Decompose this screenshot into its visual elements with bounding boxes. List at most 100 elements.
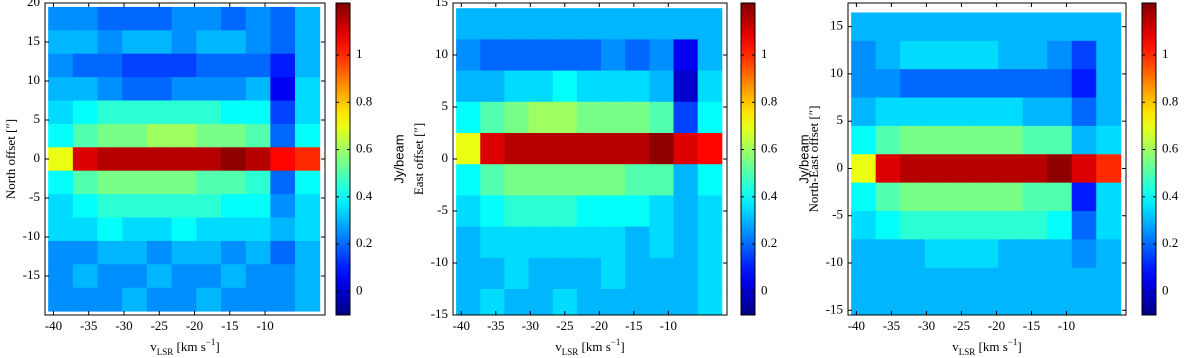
x-tick-label: -15 bbox=[625, 318, 642, 333]
heat-cell bbox=[220, 170, 247, 195]
heat-cell bbox=[480, 39, 505, 72]
heat-cell bbox=[270, 100, 296, 125]
heat-cell bbox=[875, 154, 901, 184]
heat-cell bbox=[900, 12, 926, 42]
heat-cell bbox=[576, 164, 602, 196]
heat-cell bbox=[48, 170, 74, 195]
heat-cell bbox=[900, 125, 926, 155]
x-tick-label: -35 bbox=[883, 318, 900, 333]
heat-cell bbox=[146, 77, 173, 101]
heat-cell bbox=[48, 264, 74, 289]
heat-cell bbox=[220, 217, 247, 242]
heat-cell bbox=[900, 154, 926, 184]
heat-cell bbox=[998, 296, 1024, 315]
heat-cell bbox=[1096, 154, 1122, 184]
x-tick-label: -40 bbox=[848, 318, 865, 333]
colorbar-tick-label: 0.2 bbox=[1162, 235, 1178, 250]
heat-cell bbox=[875, 267, 901, 297]
heat-cell bbox=[295, 170, 321, 195]
heat-cell bbox=[196, 170, 222, 195]
heat-cell bbox=[72, 287, 99, 312]
heat-cell bbox=[1096, 296, 1122, 315]
heat-cell bbox=[1022, 97, 1048, 127]
heat-cell bbox=[171, 264, 197, 289]
heat-cell bbox=[973, 267, 999, 297]
heat-cell bbox=[504, 39, 530, 72]
heat-cell bbox=[601, 8, 626, 40]
heat-cell bbox=[97, 30, 123, 55]
heat-cell bbox=[196, 53, 222, 78]
heat-cell bbox=[146, 194, 173, 218]
heat-cell bbox=[146, 264, 173, 289]
heat-cell bbox=[72, 100, 99, 125]
heat-cell bbox=[998, 267, 1024, 297]
heat-cell bbox=[625, 133, 650, 165]
heat-cell bbox=[456, 164, 481, 196]
heat-cell bbox=[146, 240, 173, 265]
heat-cell bbox=[97, 217, 123, 242]
x-tick-label: -10 bbox=[1058, 318, 1075, 333]
colorbar-tick-label: 0.4 bbox=[356, 188, 373, 203]
heat-cell bbox=[97, 123, 123, 148]
heat-cell bbox=[649, 226, 675, 259]
x-tick-label: -20 bbox=[988, 318, 1005, 333]
heat-cell bbox=[924, 182, 950, 212]
heatmap bbox=[453, 3, 727, 315]
heat-cell bbox=[72, 217, 99, 242]
y-tick-label: 5 bbox=[837, 112, 844, 127]
heat-cell bbox=[245, 147, 271, 172]
heat-cell bbox=[998, 182, 1024, 212]
heat-cell bbox=[196, 264, 222, 289]
x-tick-label: -20 bbox=[186, 318, 203, 333]
heat-cell bbox=[576, 133, 602, 165]
heat-cell bbox=[270, 30, 296, 55]
heat-cell bbox=[673, 133, 699, 165]
heat-cell bbox=[1022, 267, 1048, 297]
heat-cell bbox=[171, 100, 197, 125]
x-tick-label: -35 bbox=[80, 318, 97, 333]
heat-cell bbox=[1022, 12, 1048, 42]
colorbar-tick-label: 0.6 bbox=[761, 141, 778, 156]
heat-cell bbox=[171, 53, 197, 78]
heat-cell bbox=[72, 53, 99, 78]
heat-cell bbox=[1047, 154, 1073, 184]
heat-cell bbox=[220, 123, 247, 148]
heat-cell bbox=[900, 239, 926, 269]
heat-cell bbox=[851, 182, 877, 212]
colorbar-tick-label: 0.8 bbox=[1162, 93, 1178, 108]
heat-cell bbox=[456, 226, 481, 259]
heat-cell bbox=[270, 264, 296, 289]
heat-cell bbox=[900, 97, 926, 127]
heat-cell bbox=[949, 296, 975, 315]
heat-cell bbox=[625, 289, 650, 315]
heat-cell bbox=[122, 194, 148, 218]
heat-cell bbox=[1071, 69, 1097, 99]
colorbar-label: Jy/beam bbox=[1197, 134, 1200, 183]
heat-cell bbox=[697, 39, 723, 72]
x-tick-label: -25 bbox=[953, 318, 970, 333]
heat-cell bbox=[924, 239, 950, 269]
heat-cell bbox=[576, 257, 602, 290]
heat-cell bbox=[528, 70, 554, 103]
heat-cell bbox=[504, 70, 530, 103]
heat-cell bbox=[97, 264, 123, 289]
heat-cell bbox=[1047, 69, 1073, 99]
heat-cell bbox=[673, 257, 699, 290]
heat-cell bbox=[220, 194, 247, 218]
heat-cell bbox=[649, 164, 675, 196]
colorbar-tick-label: 0 bbox=[1162, 282, 1169, 297]
heat-cell bbox=[528, 164, 554, 196]
heat-cell bbox=[1047, 12, 1073, 42]
heat-cell bbox=[48, 217, 74, 242]
heat-cell bbox=[673, 226, 699, 259]
heat-cell bbox=[973, 239, 999, 269]
heat-cell bbox=[122, 287, 148, 312]
heat-cell bbox=[649, 70, 675, 103]
heat-cell bbox=[949, 239, 975, 269]
y-tick-label: -10 bbox=[826, 254, 843, 269]
heat-cell bbox=[998, 154, 1024, 184]
x-axis-label-part: LSR bbox=[959, 347, 976, 357]
heat-cell bbox=[973, 296, 999, 315]
heat-cell bbox=[900, 296, 926, 315]
